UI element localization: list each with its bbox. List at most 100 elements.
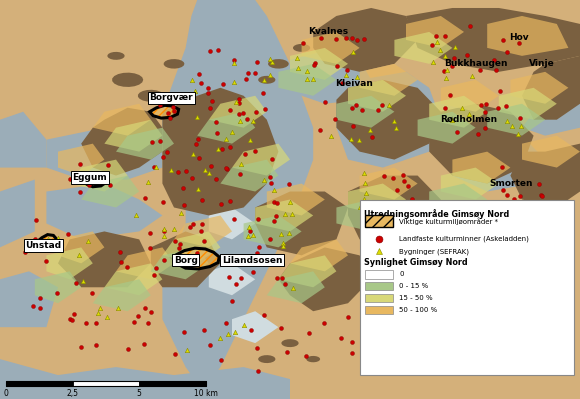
Point bbox=[476, 102, 485, 108]
Text: Utredningsområde Gimsøy Nord: Utredningsområde Gimsøy Nord bbox=[364, 209, 509, 219]
Point bbox=[190, 87, 200, 94]
Point bbox=[327, 133, 336, 139]
Polygon shape bbox=[510, 72, 568, 104]
Point bbox=[28, 302, 38, 309]
Point bbox=[103, 162, 112, 169]
Point bbox=[75, 252, 84, 258]
Point bbox=[271, 213, 281, 219]
Point bbox=[378, 102, 387, 108]
Point bbox=[143, 320, 153, 326]
Point bbox=[162, 149, 171, 155]
Point bbox=[194, 155, 204, 161]
Point bbox=[427, 42, 436, 48]
Point bbox=[266, 72, 275, 79]
Point bbox=[255, 244, 264, 250]
Point bbox=[235, 111, 244, 118]
Polygon shape bbox=[313, 8, 418, 72]
Point bbox=[129, 318, 139, 325]
Point bbox=[514, 40, 523, 46]
Bar bbox=[365, 215, 393, 227]
Point bbox=[182, 168, 191, 174]
Point bbox=[498, 164, 507, 170]
Polygon shape bbox=[174, 248, 219, 269]
Point bbox=[238, 110, 248, 116]
Point bbox=[482, 101, 491, 107]
Polygon shape bbox=[220, 160, 278, 192]
Polygon shape bbox=[255, 200, 313, 231]
Point bbox=[226, 198, 235, 204]
Point bbox=[538, 193, 547, 199]
Point bbox=[267, 59, 277, 65]
Point bbox=[230, 216, 239, 223]
Point bbox=[401, 204, 411, 210]
Point bbox=[387, 336, 397, 342]
Point bbox=[347, 339, 357, 346]
Point bbox=[140, 195, 150, 201]
Point bbox=[536, 192, 546, 198]
Point bbox=[221, 136, 230, 142]
Point bbox=[498, 37, 508, 43]
Point bbox=[235, 171, 245, 178]
Point bbox=[191, 256, 200, 263]
Polygon shape bbox=[290, 48, 348, 80]
Point bbox=[278, 240, 288, 246]
Point bbox=[179, 328, 188, 335]
Point bbox=[293, 64, 303, 71]
Point bbox=[159, 233, 168, 239]
Point bbox=[158, 154, 168, 160]
Point bbox=[392, 125, 401, 131]
Point bbox=[480, 109, 490, 115]
Point bbox=[216, 357, 226, 363]
Point bbox=[211, 119, 220, 125]
Point bbox=[234, 100, 244, 106]
Polygon shape bbox=[371, 247, 464, 311]
Polygon shape bbox=[302, 32, 360, 64]
Point bbox=[309, 62, 318, 69]
Point bbox=[156, 137, 165, 144]
Point bbox=[250, 260, 259, 267]
Polygon shape bbox=[104, 120, 162, 152]
Point bbox=[164, 110, 173, 116]
Point bbox=[115, 249, 125, 255]
Point bbox=[249, 117, 258, 124]
Polygon shape bbox=[360, 64, 418, 96]
Point bbox=[392, 187, 401, 193]
Point bbox=[143, 179, 153, 186]
Point bbox=[269, 187, 278, 194]
Point bbox=[375, 234, 385, 241]
Polygon shape bbox=[116, 247, 174, 279]
Point bbox=[356, 203, 365, 210]
Point bbox=[287, 211, 296, 217]
Bar bbox=[360, 200, 574, 375]
Point bbox=[286, 199, 295, 205]
Point bbox=[205, 170, 214, 176]
Text: Borgvær: Borgvær bbox=[149, 93, 193, 102]
Polygon shape bbox=[58, 144, 104, 176]
Polygon shape bbox=[162, 231, 220, 263]
Point bbox=[159, 228, 168, 234]
Point bbox=[216, 335, 225, 341]
Point bbox=[204, 85, 213, 91]
Point bbox=[234, 96, 244, 102]
Point bbox=[517, 123, 526, 129]
Point bbox=[498, 187, 508, 194]
Point bbox=[20, 249, 30, 255]
Polygon shape bbox=[46, 247, 93, 279]
Point bbox=[66, 316, 75, 322]
Point bbox=[277, 325, 286, 331]
Polygon shape bbox=[290, 48, 371, 104]
Polygon shape bbox=[209, 96, 267, 128]
Point bbox=[175, 261, 184, 267]
Text: Bygninger (SEFRAK): Bygninger (SEFRAK) bbox=[399, 248, 469, 255]
Point bbox=[503, 118, 512, 124]
Point bbox=[336, 335, 346, 341]
Polygon shape bbox=[406, 16, 464, 48]
Point bbox=[216, 200, 226, 207]
Polygon shape bbox=[268, 59, 289, 69]
Polygon shape bbox=[418, 112, 476, 144]
Text: 2,5: 2,5 bbox=[67, 389, 78, 399]
Point bbox=[399, 178, 408, 184]
Point bbox=[152, 164, 161, 170]
Polygon shape bbox=[452, 152, 510, 184]
Point bbox=[221, 320, 230, 326]
